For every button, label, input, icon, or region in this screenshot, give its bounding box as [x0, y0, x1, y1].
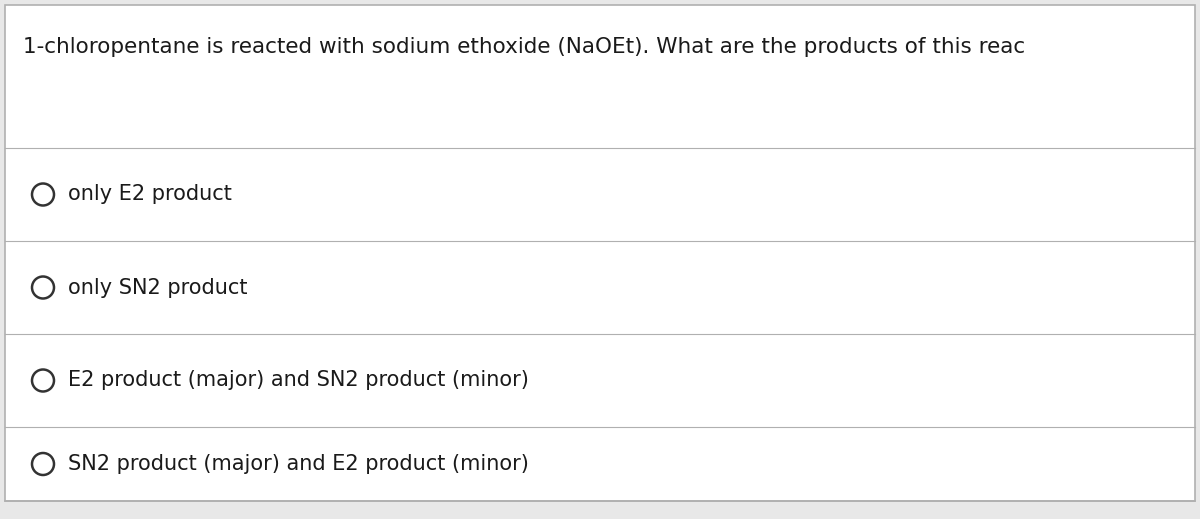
Circle shape	[32, 453, 54, 475]
Circle shape	[32, 277, 54, 298]
Text: only E2 product: only E2 product	[68, 184, 232, 204]
Circle shape	[32, 370, 54, 391]
Text: SN2 product (major) and E2 product (minor): SN2 product (major) and E2 product (mino…	[68, 454, 529, 474]
Text: 1-chloropentane is reacted with sodium ethoxide (NaOEt). What are the products o: 1-chloropentane is reacted with sodium e…	[23, 37, 1025, 57]
Circle shape	[32, 184, 54, 206]
Text: only SN2 product: only SN2 product	[68, 278, 247, 297]
Text: E2 product (major) and SN2 product (minor): E2 product (major) and SN2 product (mino…	[68, 371, 529, 390]
FancyBboxPatch shape	[5, 5, 1195, 501]
